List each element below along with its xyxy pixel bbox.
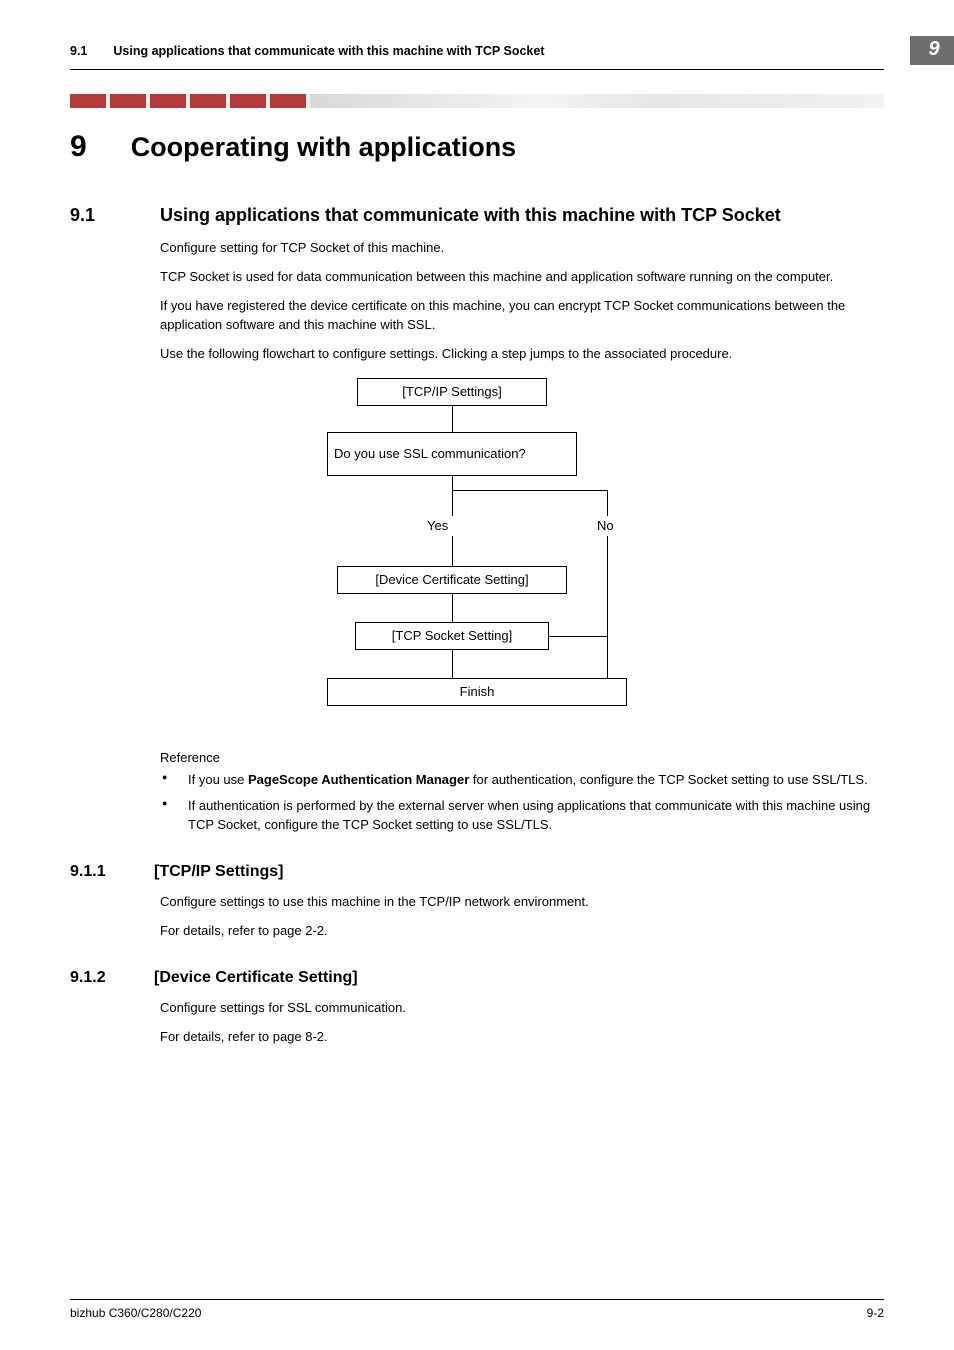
footer-left: bizhub C360/C280/C220 — [70, 1306, 201, 1320]
running-header: 9.1 Using applications that communicate … — [70, 36, 884, 70]
flowchart-node-label: Do you use SSL communication? — [334, 446, 526, 461]
subsection-body: Configure settings for SSL communication… — [160, 999, 884, 1047]
header-section-number: 9.1 — [70, 44, 87, 58]
chapter-title: Cooperating with applications — [131, 132, 517, 163]
page-footer: bizhub C360/C280/C220 9-2 — [70, 1299, 884, 1320]
paragraph: Configure setting for TCP Socket of this… — [160, 239, 884, 258]
paragraph: TCP Socket is used for data communicatio… — [160, 268, 884, 287]
flowchart-node-label: Finish — [460, 684, 495, 699]
text: If authentication is performed by the ex… — [188, 798, 870, 832]
paragraph: Configure settings to use this machine i… — [160, 893, 884, 912]
flowchart-edge — [607, 536, 608, 636]
flowchart: [TCP/IP Settings] Do you use SSL communi… — [317, 378, 637, 728]
subsection-body: Configure settings to use this machine i… — [160, 893, 884, 941]
subsection-number: 9.1.2 — [70, 969, 126, 987]
flowchart-node-tcp-socket[interactable]: [TCP Socket Setting] — [355, 622, 549, 650]
paragraph: If you have registered the device certif… — [160, 297, 884, 335]
subsection-number: 9.1.1 — [70, 863, 126, 881]
subsection-heading: 9.1.2 [Device Certificate Setting] — [70, 969, 884, 987]
paragraph: For details, refer to page 8-2. — [160, 1028, 884, 1047]
reference-heading: Reference — [160, 750, 884, 765]
flowchart-edge — [452, 536, 453, 566]
flowchart-node-label: [TCP Socket Setting] — [392, 628, 512, 643]
list-item: If authentication is performed by the ex… — [160, 797, 884, 835]
list-item: If you use PageScope Authentication Mana… — [160, 771, 884, 790]
flowchart-label-yes: Yes — [427, 518, 448, 533]
subsection-title: [TCP/IP Settings] — [154, 863, 284, 881]
reference-list: If you use PageScope Authentication Mana… — [160, 771, 884, 836]
chapter-badge: 9 — [910, 36, 954, 65]
footer-right: 9-2 — [867, 1306, 884, 1320]
decorative-ribbon — [70, 94, 884, 108]
text-bold: PageScope Authentication Manager — [248, 772, 469, 787]
section-heading: 9.1 Using applications that communicate … — [70, 204, 884, 227]
text: If you use — [188, 772, 248, 787]
flowchart-edge — [607, 636, 608, 678]
flowchart-node-label: [Device Certificate Setting] — [375, 572, 528, 587]
flowchart-edge — [452, 650, 453, 678]
section-title: Using applications that communicate with… — [160, 204, 781, 227]
flowchart-edge — [607, 490, 608, 516]
paragraph: Use the following flowchart to configure… — [160, 345, 884, 364]
section-body: Configure setting for TCP Socket of this… — [160, 239, 884, 363]
chapter-heading: 9 Cooperating with applications — [70, 130, 884, 164]
flowchart-node-question: Do you use SSL communication? — [327, 432, 577, 476]
flowchart-edge — [452, 490, 453, 516]
flowchart-node-tcpip[interactable]: [TCP/IP Settings] — [357, 378, 547, 406]
flowchart-edge — [549, 636, 607, 637]
header-section-title: Using applications that communicate with… — [113, 44, 544, 58]
flowchart-edge — [452, 594, 453, 622]
flowchart-node-label: [TCP/IP Settings] — [402, 384, 501, 399]
paragraph: Configure settings for SSL communication… — [160, 999, 884, 1018]
section-number: 9.1 — [70, 205, 126, 226]
flowchart-label-no: No — [597, 518, 614, 533]
flowchart-edge — [452, 490, 607, 491]
text: for authentication, configure the TCP So… — [469, 772, 867, 787]
flowchart-edge — [452, 406, 453, 432]
subsection-heading: 9.1.1 [TCP/IP Settings] — [70, 863, 884, 881]
paragraph: For details, refer to page 2-2. — [160, 922, 884, 941]
flowchart-node-device-cert[interactable]: [Device Certificate Setting] — [337, 566, 567, 594]
flowchart-edge — [452, 476, 453, 490]
subsection-title: [Device Certificate Setting] — [154, 969, 358, 987]
flowchart-node-finish: Finish — [327, 678, 627, 706]
chapter-number: 9 — [70, 130, 87, 164]
